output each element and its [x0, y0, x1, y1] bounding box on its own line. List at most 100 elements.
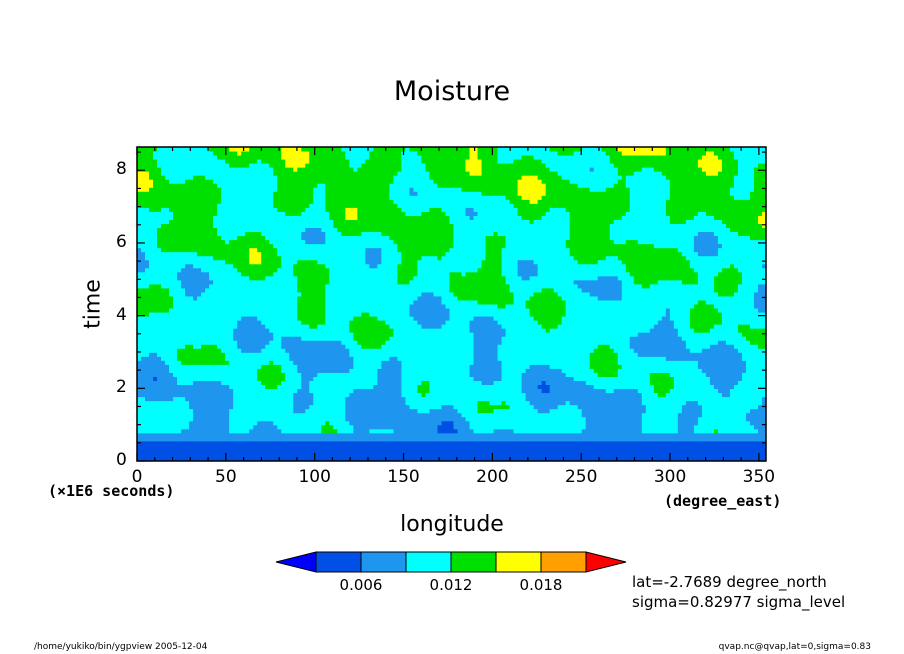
- field-cell: [201, 376, 206, 381]
- field-cell: [741, 364, 747, 369]
- field-cell: [425, 356, 430, 361]
- field-cell: [661, 420, 667, 426]
- field-cell: [457, 436, 463, 442]
- field-cell: [449, 360, 455, 365]
- field-cell: [261, 380, 266, 386]
- field-cell: [377, 428, 382, 434]
- field-cell: [225, 356, 230, 361]
- field-cell: [761, 340, 767, 345]
- field-cell: [381, 404, 386, 410]
- field-cell: [417, 396, 422, 402]
- field-cell: [641, 340, 647, 345]
- field-cell: [169, 380, 174, 386]
- field-cell: [557, 416, 563, 422]
- field-cell: [621, 396, 627, 402]
- field-cell: [549, 412, 555, 418]
- field-cell: [541, 360, 547, 365]
- field-cell: [349, 432, 354, 438]
- field-cell: [281, 444, 286, 450]
- field-cell: [165, 396, 170, 402]
- field-cell: [177, 376, 182, 381]
- field-cell: [485, 452, 491, 458]
- field-cell: [509, 456, 515, 462]
- field-cell: [285, 416, 290, 422]
- field-cell: [437, 396, 442, 402]
- field-cell: [481, 364, 487, 369]
- field-cell: [529, 412, 535, 418]
- field-cell: [641, 420, 647, 426]
- field-cell: [313, 448, 318, 454]
- field-cell: [317, 452, 322, 458]
- field-cell: [269, 340, 274, 345]
- field-cell: [697, 364, 703, 369]
- field-cell: [593, 420, 599, 426]
- field-cell: [237, 372, 242, 377]
- field-cell: [253, 416, 258, 422]
- field-cell: [425, 412, 430, 418]
- field-cell: [677, 432, 683, 438]
- field-cell: [241, 440, 246, 446]
- field-cell: [377, 332, 382, 337]
- field-cell: [409, 440, 414, 446]
- field-cell: [497, 428, 503, 434]
- field-cell: [573, 380, 579, 386]
- field-cell: [409, 348, 414, 353]
- field-cell: [189, 404, 194, 410]
- field-cell: [633, 364, 639, 369]
- field-cell: [221, 364, 226, 369]
- field-cell: [609, 444, 615, 450]
- field-cell: [657, 392, 663, 398]
- field-cell: [693, 364, 699, 369]
- field-cell: [165, 344, 170, 349]
- field-cell: [365, 396, 370, 402]
- field-cell: [657, 436, 663, 442]
- field-cell: [177, 340, 182, 345]
- field-cell: [253, 456, 258, 462]
- field-cell: [245, 416, 250, 422]
- field-cell: [353, 380, 358, 386]
- field-cell: [321, 348, 326, 353]
- field-cell: [373, 356, 378, 361]
- field-cell: [181, 336, 186, 341]
- field-cell: [649, 356, 655, 361]
- field-cell: [193, 344, 198, 349]
- field-cell: [197, 344, 202, 349]
- field-cell: [509, 424, 515, 430]
- field-cell: [457, 420, 463, 426]
- field-cell: [393, 356, 398, 361]
- field-cell: [521, 452, 527, 458]
- field-cell: [585, 424, 591, 430]
- field-cell: [269, 436, 274, 442]
- field-cell: [493, 412, 499, 418]
- field-cell: [605, 348, 611, 353]
- field-cell: [693, 352, 699, 357]
- field-cell: [653, 412, 659, 418]
- field-cell: [653, 376, 659, 381]
- field-cell: [665, 420, 671, 426]
- field-cell: [629, 396, 635, 402]
- field-cell: [305, 396, 310, 402]
- field-cell: [253, 404, 258, 410]
- field-cell: [513, 376, 519, 381]
- field-cell: [725, 376, 731, 381]
- field-cell: [237, 364, 242, 369]
- field-cell: [341, 376, 346, 381]
- field-cell: [545, 448, 551, 454]
- field-cell: [425, 380, 430, 386]
- field-cell: [317, 424, 322, 430]
- field-cell: [593, 356, 599, 361]
- field-cell: [169, 408, 174, 414]
- field-cell: [337, 412, 342, 418]
- field-cell: [513, 416, 519, 422]
- field-cell: [701, 364, 707, 369]
- field-cell: [237, 456, 242, 462]
- field-cell: [401, 344, 406, 349]
- field-cell: [733, 344, 739, 349]
- field-cell: [441, 356, 446, 361]
- field-cell: [361, 404, 366, 410]
- field-cell: [513, 432, 519, 438]
- field-cell: [705, 428, 711, 434]
- field-cell: [285, 404, 290, 410]
- field-cell: [437, 440, 442, 446]
- field-cell: [253, 448, 258, 454]
